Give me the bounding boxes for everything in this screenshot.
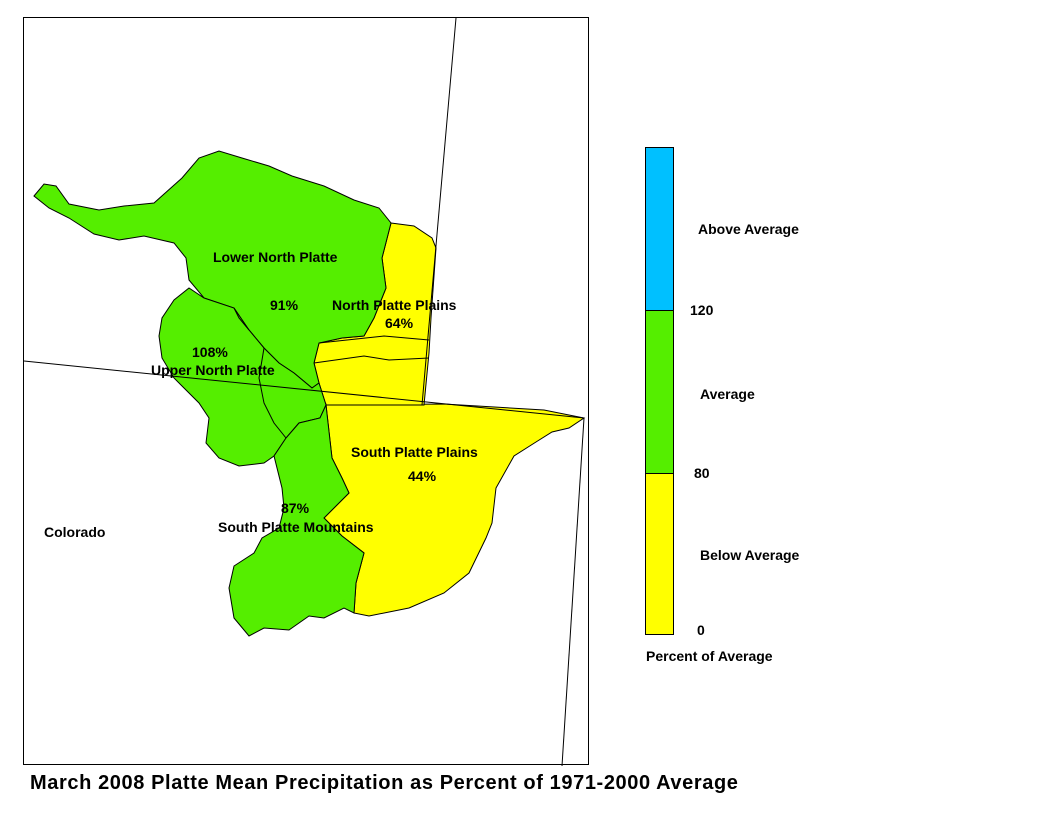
label-south-platte-mountains: South Platte Mountains bbox=[218, 519, 374, 535]
legend-swatch-above-average bbox=[646, 148, 673, 310]
legend-break-120: 120 bbox=[690, 302, 714, 318]
legend-break-0: 0 bbox=[697, 622, 705, 638]
value-lower-north-platte: 91% bbox=[270, 297, 299, 313]
region-south-platte-plains[interactable] bbox=[323, 403, 586, 617]
label-south-platte-plains: South Platte Plains bbox=[351, 444, 478, 460]
state-label-colorado: Colorado bbox=[44, 524, 105, 540]
map-frame: Lower North Platte 91% North Platte Plai… bbox=[23, 17, 589, 766]
legend-label-below-average: Below Average bbox=[700, 547, 800, 563]
region-upper-north-platte[interactable] bbox=[158, 287, 327, 467]
label-north-platte-plains: North Platte Plains bbox=[332, 297, 457, 313]
basin-map: Lower North Platte 91% North Platte Plai… bbox=[24, 18, 586, 766]
legend-label-above-average: Above Average bbox=[698, 221, 799, 237]
legend-break-80: 80 bbox=[694, 465, 710, 481]
region-lower-north-platte[interactable] bbox=[33, 150, 392, 389]
value-south-platte-mountains: 87% bbox=[281, 500, 310, 516]
legend-title: Percent of Average bbox=[646, 648, 773, 664]
legend-swatch-below-average bbox=[646, 473, 673, 634]
label-upper-north-platte: Upper North Platte bbox=[151, 362, 275, 378]
value-north-platte-plains: 64% bbox=[385, 315, 414, 331]
label-lower-north-platte: Lower North Platte bbox=[213, 249, 338, 265]
value-upper-north-platte: 108% bbox=[192, 344, 228, 360]
map-caption: March 2008 Platte Mean Precipitation as … bbox=[30, 772, 739, 794]
legend-color-bar bbox=[645, 147, 674, 635]
region-south-platte-mountains[interactable] bbox=[228, 403, 365, 637]
value-south-platte-plains: 44% bbox=[408, 468, 437, 484]
legend-swatch-average bbox=[646, 310, 673, 473]
legend-label-average: Average bbox=[700, 386, 755, 402]
